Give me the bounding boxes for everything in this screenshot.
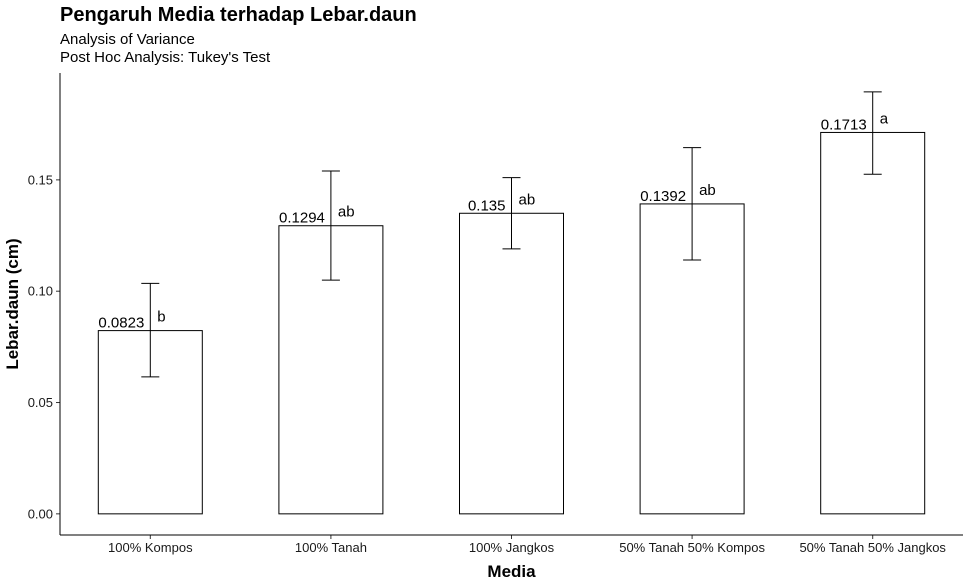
x-axis-title: Media	[487, 562, 536, 580]
group-letter: b	[157, 309, 165, 326]
y-axis-title: Lebar.daun (cm)	[3, 238, 22, 369]
value-label: 0.135	[468, 197, 506, 214]
chart-title: Pengaruh Media terhadap Lebar.daun	[60, 4, 417, 26]
y-tick-label: 0.00	[28, 506, 53, 521]
group-letter: ab	[519, 191, 536, 208]
x-tick-label: 100% Jangkos	[469, 540, 555, 555]
chart-subtitle-2: Post Hoc Analysis: Tukey's Test	[60, 49, 271, 66]
group-letter: ab	[338, 204, 355, 221]
y-tick-label: 0.10	[28, 284, 53, 299]
value-label: 0.1713	[821, 116, 867, 133]
value-label: 0.1294	[279, 210, 325, 227]
bar	[459, 212, 564, 515]
chart-subtitle-1: Analysis of Variance	[60, 31, 195, 48]
x-tick-label: 50% Tanah 50% Kompos	[619, 540, 765, 555]
y-tick-label: 0.15	[28, 172, 53, 187]
value-label: 0.1392	[640, 188, 686, 205]
y-tick-label: 0.05	[28, 395, 53, 410]
bars: 0.0823 b 0.1294 ab 0.135 ab 0.1392 ab 0.1713 a	[97, 91, 926, 515]
y-axis-ticks: 0.00 0.05 0.10 0.15	[28, 172, 60, 521]
x-tick-label: 100% Kompos	[108, 540, 193, 555]
x-tick-label: 50% Tanah 50% Jangkos	[799, 540, 946, 555]
group-letter: ab	[699, 182, 716, 199]
bar	[820, 131, 926, 515]
value-label: 0.0823	[98, 315, 144, 332]
x-axis-ticks: 100% Kompos 100% Tanah 100% Jangkos 50% Tan…	[108, 535, 946, 555]
x-tick-label: 100% Tanah	[295, 540, 367, 555]
group-letter: a	[880, 110, 889, 127]
